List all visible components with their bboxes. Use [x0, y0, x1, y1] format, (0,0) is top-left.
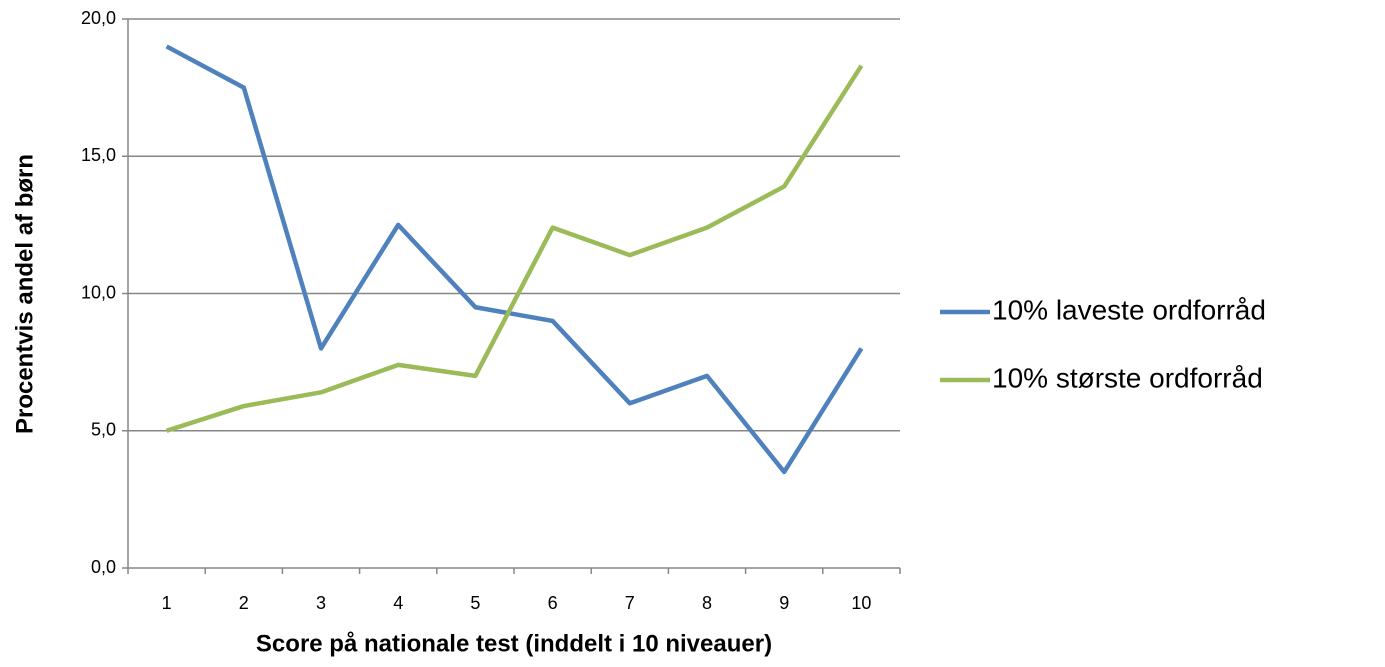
y-tick-label: 15,0: [81, 145, 116, 165]
x-axis-title: Score på nationale test (inddelt i 10 ni…: [256, 630, 772, 657]
line-series: [165, 44, 864, 475]
x-tick-label: 10: [851, 593, 871, 613]
y-tick-label: 20,0: [81, 8, 116, 28]
x-tick-label: 7: [625, 593, 635, 613]
x-tick-label: 2: [239, 593, 249, 613]
legend-label: 10% laveste ordforråd: [992, 294, 1266, 325]
x-tick-label: 4: [393, 593, 403, 613]
x-tick-label: 3: [316, 593, 326, 613]
y-tick-label: 10,0: [81, 282, 116, 302]
x-tick-label: 5: [470, 593, 480, 613]
x-tick-label: 1: [162, 593, 172, 613]
x-tick-label: 9: [779, 593, 789, 613]
x-tick-label: 8: [702, 593, 712, 613]
y-tick-label: 0,0: [91, 557, 116, 577]
y-axis-title: Procentvis andel af børn: [11, 154, 38, 434]
y-tick-label: 5,0: [91, 420, 116, 440]
legend-label: 10% største ordforråd: [992, 362, 1263, 393]
x-tick-label: 6: [548, 593, 558, 613]
line-series: [165, 64, 864, 433]
